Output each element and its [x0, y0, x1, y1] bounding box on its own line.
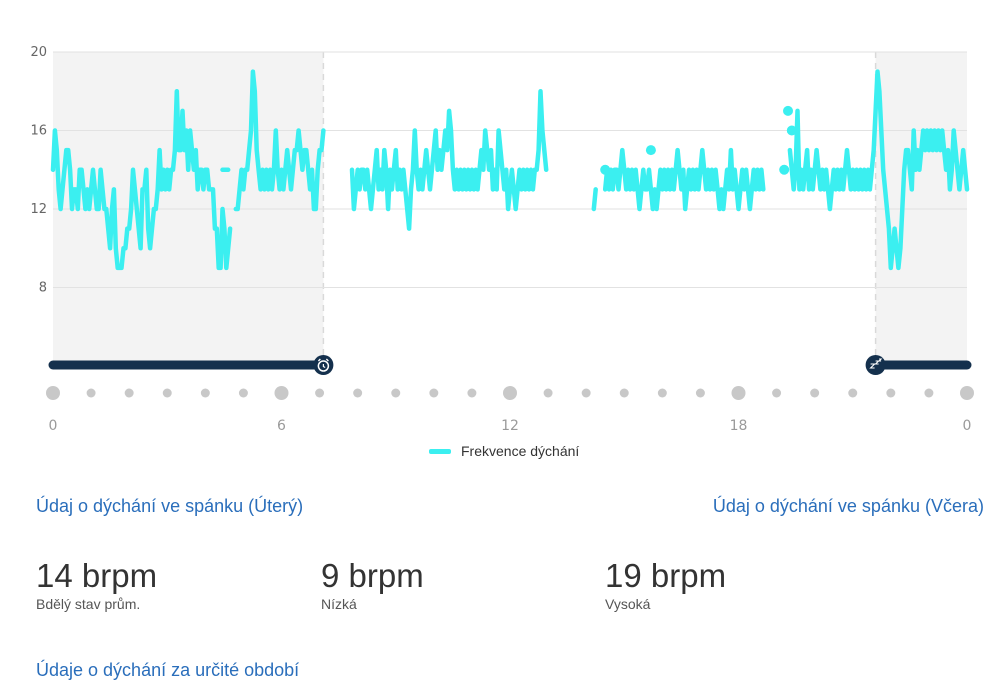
sleep-zzz-icon [865, 355, 886, 375]
x-axis-dot [695, 388, 705, 398]
series-point [783, 105, 794, 116]
series-line [349, 89, 549, 231]
stat-low: 9 brpm Nízká [321, 556, 424, 612]
x-axis-dot [200, 388, 210, 398]
x-axis-dot [353, 388, 363, 398]
x-axis-dot [772, 388, 782, 398]
series-line [50, 89, 233, 271]
x-axis-dot [848, 388, 858, 398]
x-axis-dot [657, 388, 667, 398]
zzz-glyph [869, 358, 883, 369]
alarm-clock-face [317, 360, 330, 372]
series-point [786, 125, 797, 136]
y-tick-label: 20 [30, 45, 47, 60]
series-line [787, 69, 970, 271]
stat-low-value: 9 brpm [321, 557, 424, 594]
x-axis-dot [315, 388, 325, 398]
x-axis-dot [86, 388, 96, 398]
x-axis-dot [619, 388, 629, 398]
x-axis-dot [162, 388, 172, 398]
stat-high: 19 brpm Vysoká [605, 556, 726, 612]
x-axis-major-dot [731, 386, 746, 400]
x-tick-label: 6 [277, 418, 286, 434]
chart-legend: Frekvence dýchání [429, 443, 579, 459]
stat-average-value: 14 brpm [36, 557, 158, 594]
sleep-yesterday-link[interactable]: Údaj o dýchání ve spánku (Včera) [712, 496, 984, 516]
period-data-link[interactable]: Údaje o dýchání za určité období [36, 660, 300, 680]
x-axis-dot [238, 388, 248, 398]
x-tick-label: 0 [963, 418, 972, 434]
alarm-clock-hands [322, 364, 326, 369]
x-axis-major-dot [46, 386, 60, 400]
x-axis-dot [467, 388, 477, 398]
series-point [645, 145, 656, 156]
wake-alarm-icon [313, 355, 334, 375]
stat-average: 14 brpm Bdělý stav prům. [36, 556, 157, 612]
x-axis-dot [886, 388, 896, 398]
x-tick-label: 12 [501, 418, 519, 434]
series-line [602, 147, 766, 212]
x-axis-dot [810, 388, 820, 398]
respiration-chart: 8 12 16 20 0 6 12 18 0 [30, 45, 974, 434]
x-tick-label: 18 [730, 418, 748, 434]
x-axis-major-dot [274, 386, 289, 400]
stat-average-label: Bdělý stav prům. [36, 596, 141, 612]
x-tick-label: 0 [49, 418, 58, 434]
y-tick-label: 12 [30, 202, 47, 217]
series-line [233, 69, 326, 212]
x-axis-dot [429, 388, 439, 398]
stat-high-label: Vysoká [605, 596, 651, 612]
alarm-clock-bells [317, 358, 329, 362]
x-axis-dot [924, 388, 934, 398]
series-point [600, 164, 611, 175]
y-tick-label: 8 [39, 281, 47, 296]
x-axis-major-dot [503, 386, 517, 400]
sleep-marker-bg [865, 355, 886, 375]
sleep-tuesday-link[interactable]: Údaj o dýchání ve spánku (Úterý) [36, 496, 304, 516]
x-axis-dot [124, 388, 134, 398]
series-line [591, 187, 598, 212]
x-axis-dot [581, 388, 591, 398]
stat-high-value: 19 brpm [605, 557, 727, 594]
legend-label: Frekvence dýchání [461, 443, 580, 459]
x-axis-dot [543, 388, 553, 398]
x-axis-dot [391, 388, 401, 398]
y-tick-label: 16 [30, 124, 47, 139]
x-axis-major-dot [960, 386, 974, 400]
series-point [779, 164, 790, 175]
stat-low-label: Nízká [321, 596, 357, 612]
legend-swatch [429, 448, 451, 454]
